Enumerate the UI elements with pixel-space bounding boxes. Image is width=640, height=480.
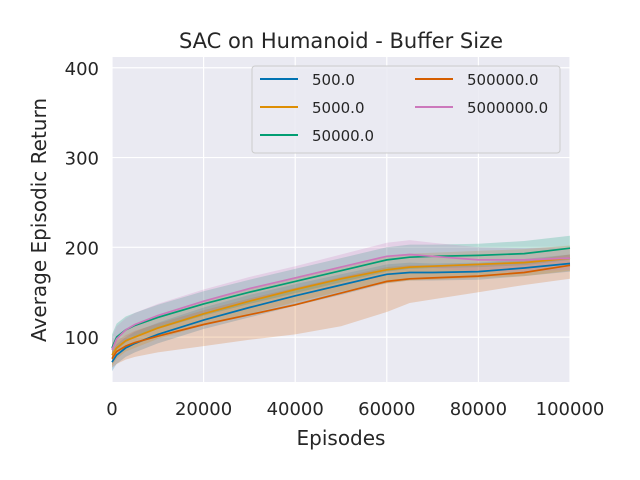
series-line-500-0: [111, 262, 571, 363]
y-tick-label: 400: [65, 59, 99, 80]
x-tick-label: 60000: [358, 399, 415, 420]
y-tick-label: 300: [65, 149, 99, 170]
series-line-5000000-0: [111, 253, 571, 351]
confidence-bands: [112, 235, 570, 372]
x-tick-label: 40000: [267, 399, 324, 420]
x-tick-label: 20000: [175, 399, 232, 420]
x-tick-label: 80000: [450, 399, 507, 420]
series-line-500000-0: [111, 264, 571, 360]
x-tick-label: 0: [106, 399, 117, 420]
x-tick-labels: 0 20000 40000 60000 80000 100000: [106, 399, 604, 420]
y-tick-labels: 100 200 300 400: [65, 59, 99, 349]
x-axis-label: Episodes: [297, 426, 386, 450]
y-tick-label: 100: [65, 328, 99, 349]
band-500000-0: [112, 254, 570, 368]
x-tick-label: 100000: [536, 399, 605, 420]
legend-frame: [251, 65, 561, 154]
y-tick-label: 200: [65, 238, 99, 259]
y-axis-label: Average Episodic Return: [27, 98, 51, 342]
band-500-0: [112, 254, 570, 372]
band-5000-0: [112, 245, 570, 366]
chart-title: SAC on Humanoid - Buffer Size: [179, 29, 503, 53]
legend-label-5000-0: 5000.0: [312, 99, 365, 117]
legend-label-50000-0: 50000.0: [312, 127, 374, 145]
series-line-5000-0: [111, 257, 571, 356]
legend: 500.0 5000.0 50000.0 500000.0 5000000.0: [251, 65, 561, 154]
band-50000-0: [112, 235, 570, 361]
legend-label-500-0: 500.0: [312, 71, 355, 89]
legend-label-5000000-0: 5000000.0: [467, 99, 548, 117]
band-5000000-0: [112, 240, 570, 361]
legend-label-500000-0: 500000.0: [467, 71, 539, 89]
series-lines: [111, 247, 571, 363]
